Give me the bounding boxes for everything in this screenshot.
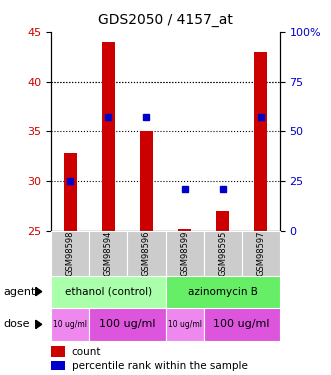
Bar bbox=[51, 346, 65, 357]
Text: 10 ug/ml: 10 ug/ml bbox=[53, 320, 87, 329]
Bar bbox=[89, 308, 166, 341]
Bar bbox=[64, 153, 77, 231]
Text: ethanol (control): ethanol (control) bbox=[65, 286, 152, 297]
Bar bbox=[216, 211, 229, 231]
Bar bbox=[178, 229, 191, 231]
Bar bbox=[140, 131, 153, 231]
Text: GSM98594: GSM98594 bbox=[104, 230, 113, 276]
Bar bbox=[89, 231, 127, 276]
Text: count: count bbox=[72, 346, 101, 357]
Text: GSM98598: GSM98598 bbox=[66, 230, 75, 276]
Text: GSM98599: GSM98599 bbox=[180, 230, 189, 276]
Text: GSM98596: GSM98596 bbox=[142, 230, 151, 276]
Bar bbox=[166, 276, 280, 308]
Text: GSM98595: GSM98595 bbox=[218, 230, 227, 276]
Text: 100 ug/ml: 100 ug/ml bbox=[99, 320, 156, 329]
Bar bbox=[166, 231, 204, 276]
Bar bbox=[166, 308, 204, 341]
Bar bbox=[51, 308, 89, 341]
Bar bbox=[254, 52, 267, 231]
Text: percentile rank within the sample: percentile rank within the sample bbox=[72, 361, 248, 370]
Text: GSM98597: GSM98597 bbox=[256, 230, 265, 276]
Text: 10 ug/ml: 10 ug/ml bbox=[167, 320, 202, 329]
Text: GDS2050 / 4157_at: GDS2050 / 4157_at bbox=[98, 13, 233, 27]
Text: agent: agent bbox=[3, 286, 36, 297]
Bar bbox=[242, 231, 280, 276]
Bar bbox=[102, 42, 115, 231]
Bar bbox=[204, 231, 242, 276]
Text: 100 ug/ml: 100 ug/ml bbox=[213, 320, 270, 329]
Bar bbox=[127, 231, 166, 276]
Bar bbox=[51, 361, 65, 370]
Bar bbox=[51, 231, 89, 276]
Bar bbox=[204, 308, 280, 341]
Text: azinomycin B: azinomycin B bbox=[188, 286, 258, 297]
Text: dose: dose bbox=[3, 320, 30, 329]
Bar bbox=[51, 276, 166, 308]
